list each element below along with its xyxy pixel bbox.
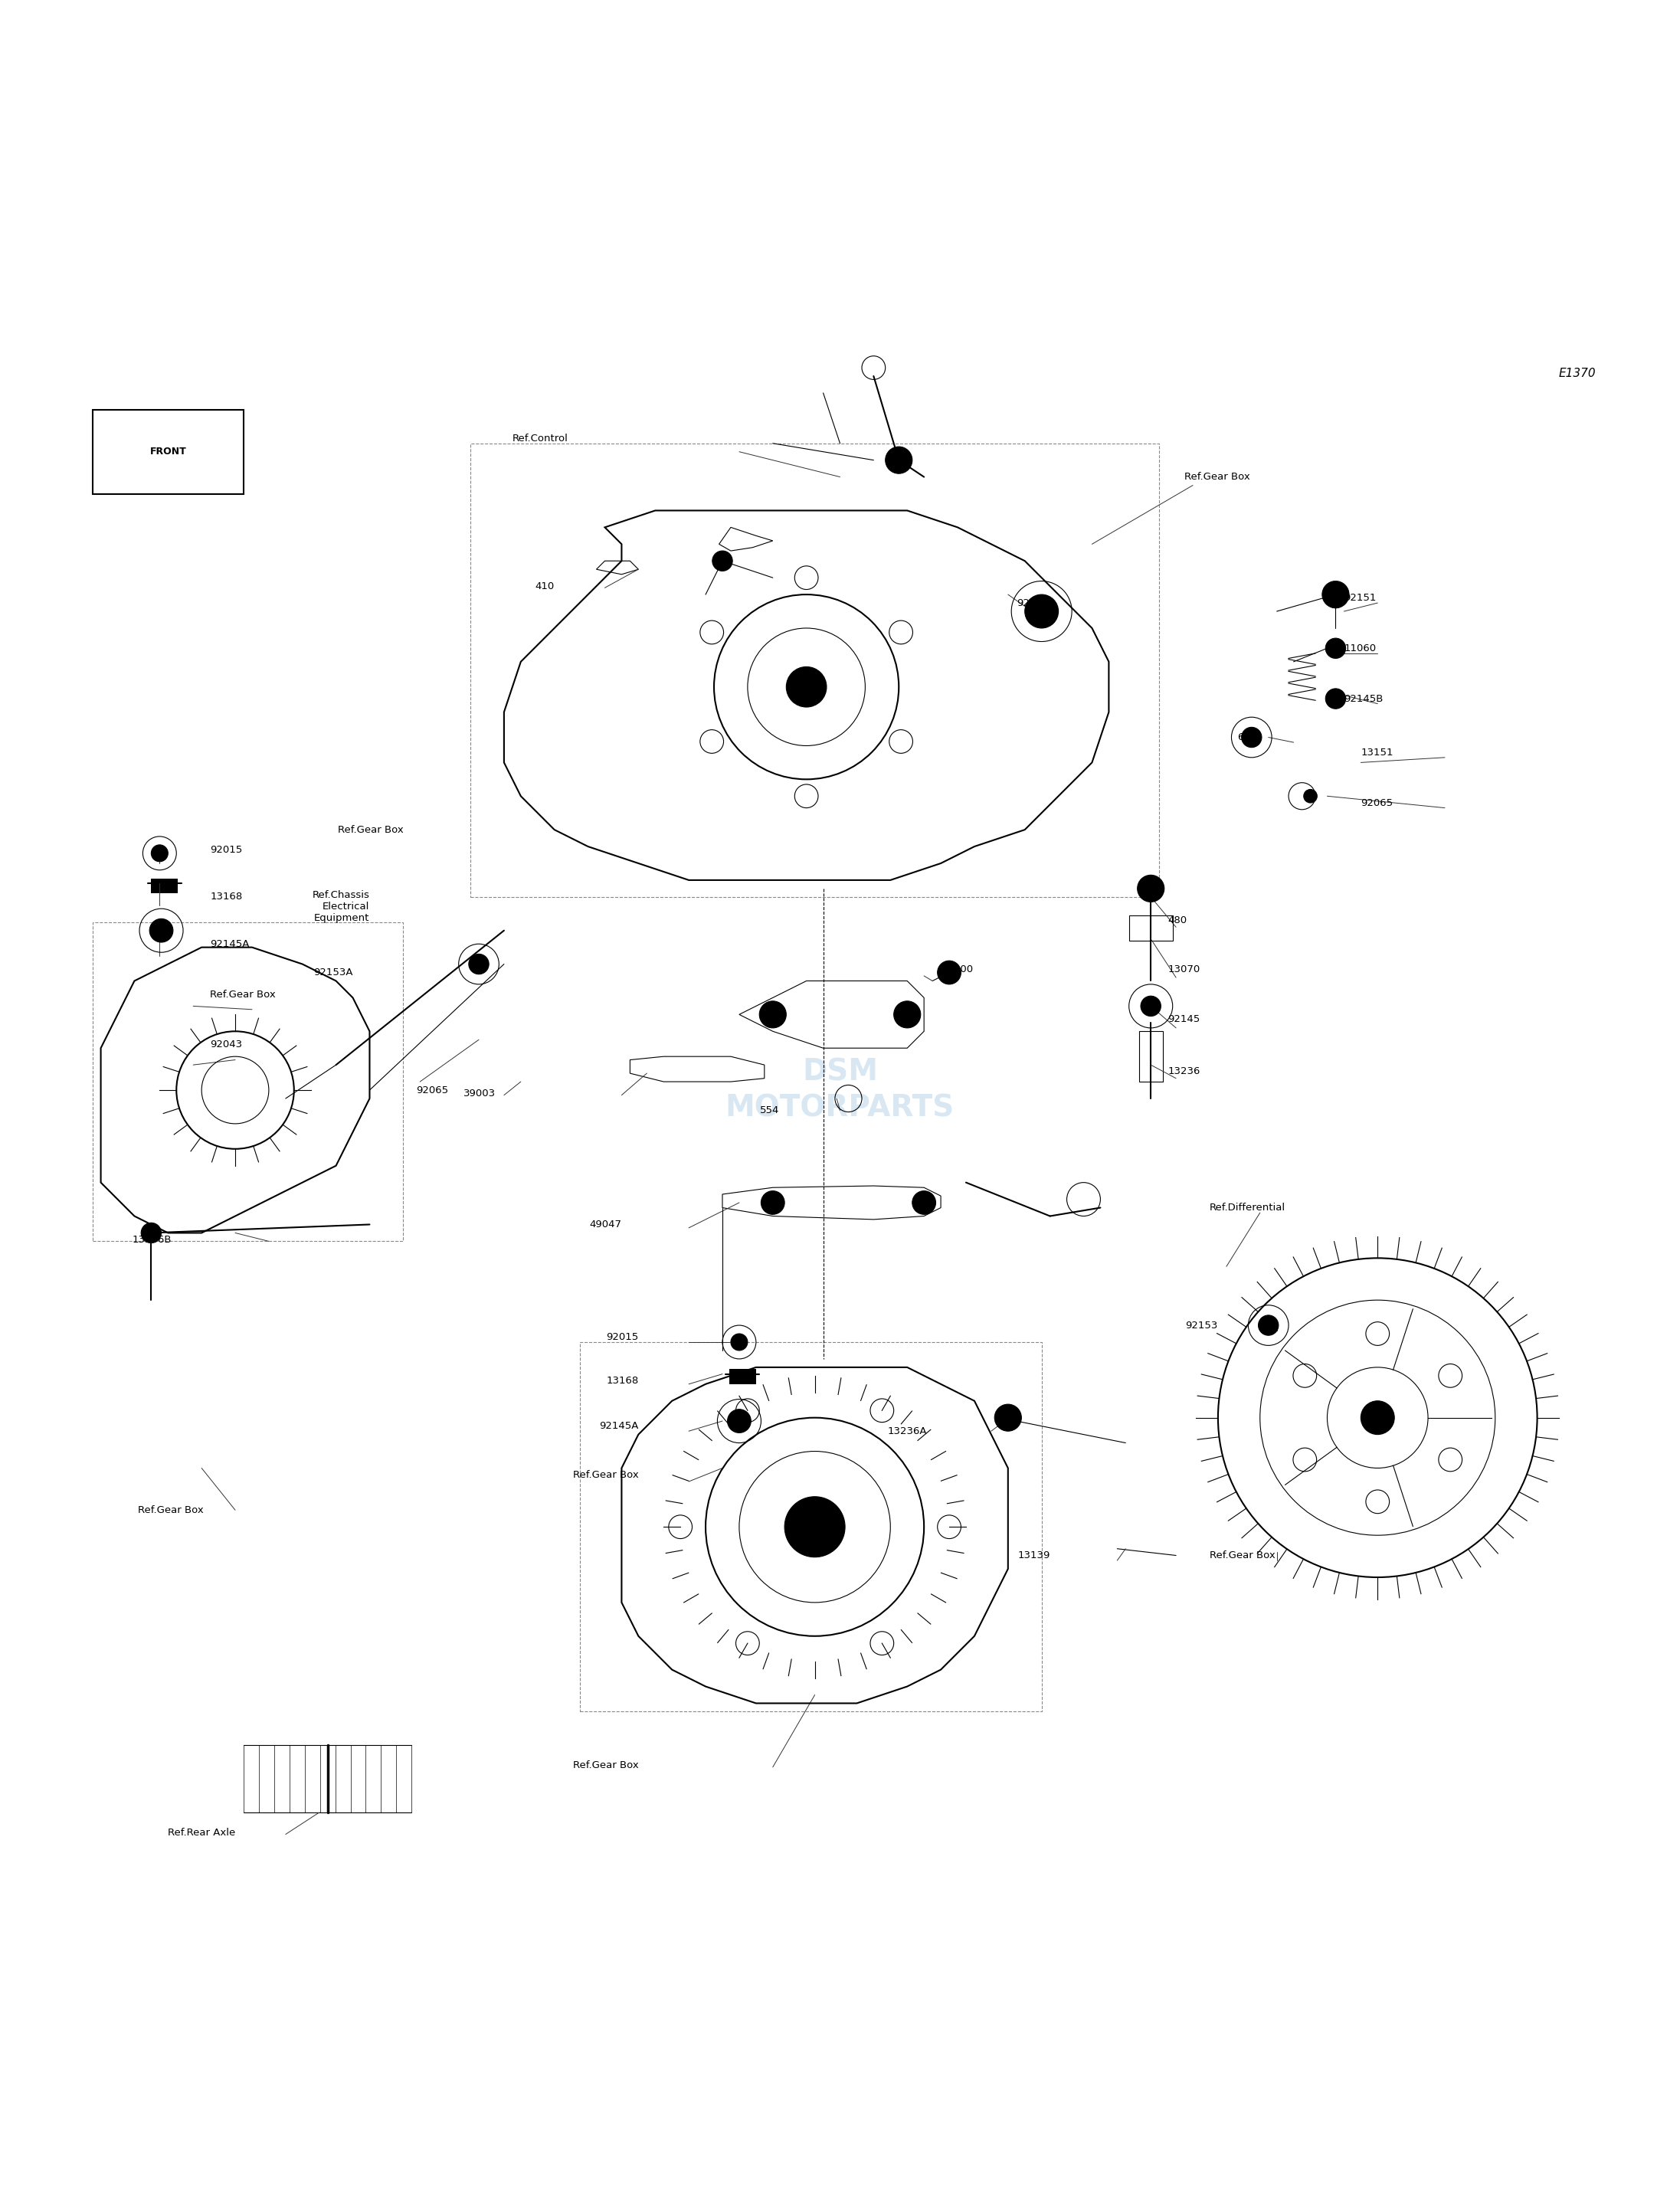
Circle shape xyxy=(151,846,168,861)
Circle shape xyxy=(150,918,173,943)
Circle shape xyxy=(712,551,732,571)
Text: Ref.Rear Axle: Ref.Rear Axle xyxy=(168,1828,235,1837)
Text: 92145A: 92145A xyxy=(600,1421,638,1430)
Text: DSM
MOTORPARTS: DSM MOTORPARTS xyxy=(726,1057,954,1123)
Text: 92145B: 92145B xyxy=(1344,694,1383,703)
Text: 92153A: 92153A xyxy=(314,967,353,978)
Bar xyxy=(1139,1030,1163,1081)
Circle shape xyxy=(1322,580,1349,609)
Text: 13168: 13168 xyxy=(210,892,242,903)
Text: 39003: 39003 xyxy=(464,1088,496,1098)
Text: 410: 410 xyxy=(534,582,554,591)
Circle shape xyxy=(1326,688,1346,710)
Text: Ref.Gear Box: Ref.Gear Box xyxy=(338,824,403,835)
Bar xyxy=(470,444,1159,896)
Text: 92065: 92065 xyxy=(1361,798,1393,808)
Text: 92015: 92015 xyxy=(210,846,242,855)
Circle shape xyxy=(894,1002,921,1028)
Circle shape xyxy=(1141,995,1161,1017)
Text: Ref.Differential: Ref.Differential xyxy=(1210,1202,1285,1213)
Text: 92015: 92015 xyxy=(606,1331,638,1342)
Text: 92151: 92151 xyxy=(1344,593,1376,602)
Bar xyxy=(580,1342,1042,1711)
Text: E1370: E1370 xyxy=(1559,367,1596,380)
Text: 11060: 11060 xyxy=(1344,644,1376,653)
Circle shape xyxy=(1258,1316,1278,1336)
Circle shape xyxy=(912,1191,936,1215)
Circle shape xyxy=(759,1002,786,1028)
FancyBboxPatch shape xyxy=(92,409,244,494)
Bar xyxy=(729,1369,756,1384)
Text: 13139: 13139 xyxy=(1018,1551,1050,1560)
Circle shape xyxy=(1137,874,1164,903)
Text: 600: 600 xyxy=(1238,732,1257,743)
Text: 49047: 49047 xyxy=(590,1219,622,1230)
Text: 480: 480 xyxy=(1168,916,1186,925)
Text: 13168: 13168 xyxy=(606,1375,638,1386)
Text: Ref.Gear Box: Ref.Gear Box xyxy=(1210,1551,1275,1560)
Text: 92065: 92065 xyxy=(417,1085,449,1094)
Text: 13236A: 13236A xyxy=(889,1426,927,1437)
Circle shape xyxy=(786,666,827,707)
Circle shape xyxy=(1361,1402,1394,1435)
Circle shape xyxy=(141,1224,161,1244)
Text: 13151: 13151 xyxy=(1361,747,1393,758)
Text: 13070: 13070 xyxy=(1168,964,1200,973)
Text: 92145: 92145 xyxy=(1168,1015,1200,1024)
Text: 92145A: 92145A xyxy=(210,938,249,949)
Text: Ref.Gear Box: Ref.Gear Box xyxy=(573,1470,638,1481)
Circle shape xyxy=(995,1404,1021,1430)
Text: 92043: 92043 xyxy=(210,1039,242,1050)
Circle shape xyxy=(469,953,489,973)
Text: 13236: 13236 xyxy=(1168,1066,1200,1077)
Circle shape xyxy=(1326,637,1346,659)
Text: 92153: 92153 xyxy=(1186,1320,1218,1329)
Text: Ref.Control: Ref.Control xyxy=(512,433,568,444)
Text: 554: 554 xyxy=(759,1105,780,1116)
Circle shape xyxy=(1304,789,1317,802)
Text: Ref.Gear Box: Ref.Gear Box xyxy=(210,989,276,1000)
Circle shape xyxy=(885,446,912,475)
Text: 13236B: 13236B xyxy=(133,1235,171,1244)
Text: 92043: 92043 xyxy=(1016,598,1048,609)
Circle shape xyxy=(731,1334,748,1351)
Text: Ref.Gear Box: Ref.Gear Box xyxy=(573,1760,638,1771)
Text: Ref.Chassis
Electrical
Equipment: Ref.Chassis Electrical Equipment xyxy=(312,890,370,923)
Circle shape xyxy=(1326,589,1346,609)
Circle shape xyxy=(1025,595,1058,628)
Text: Ref.Gear Box: Ref.Gear Box xyxy=(1184,472,1250,481)
Circle shape xyxy=(785,1496,845,1558)
Circle shape xyxy=(1242,727,1262,747)
Text: FRONT: FRONT xyxy=(150,446,186,457)
Text: 92200: 92200 xyxy=(941,964,973,973)
Circle shape xyxy=(937,960,961,984)
Circle shape xyxy=(761,1191,785,1215)
Bar xyxy=(1129,916,1173,940)
Bar xyxy=(151,879,178,894)
Circle shape xyxy=(727,1408,751,1432)
Bar xyxy=(92,923,403,1241)
Text: Ref.Gear Box: Ref.Gear Box xyxy=(138,1505,203,1516)
